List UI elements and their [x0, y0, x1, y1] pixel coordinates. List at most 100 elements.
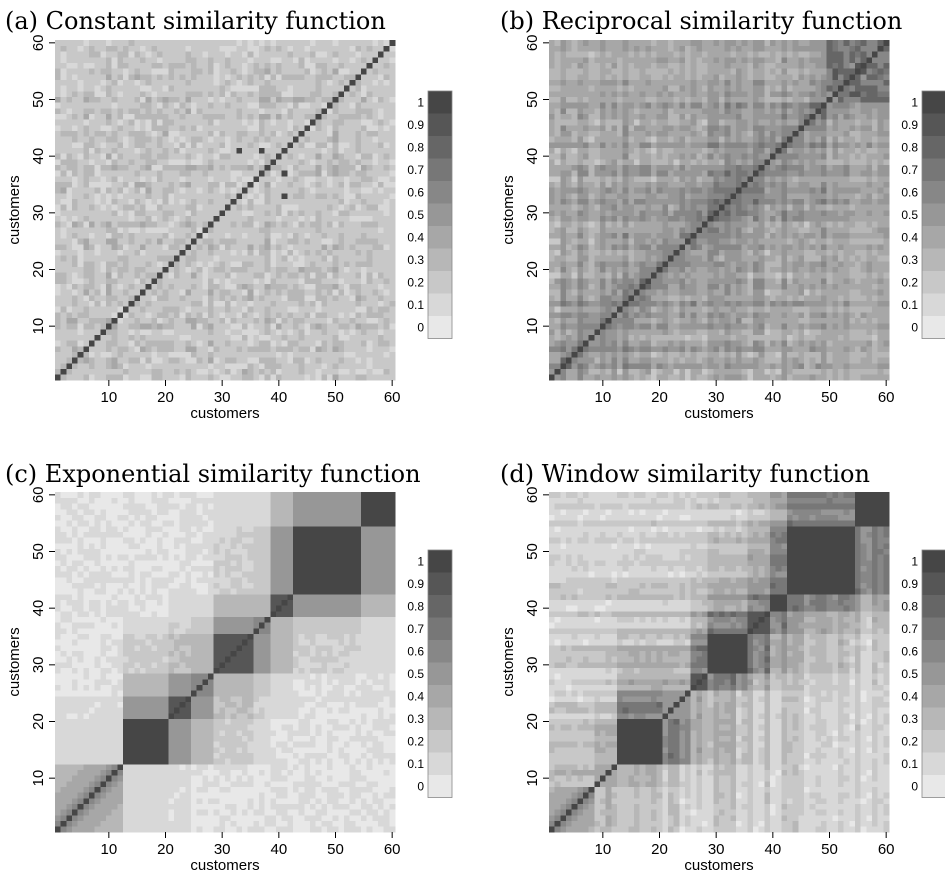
heatmap-cell [89, 159, 96, 166]
heatmap-cell [656, 300, 663, 307]
heatmap-cell [855, 334, 862, 341]
heatmap-cell [628, 374, 635, 381]
heatmap-cell [332, 181, 339, 188]
heatmap-cell [349, 357, 356, 364]
heatmap-cell [281, 79, 288, 86]
heatmap-cell [230, 198, 237, 205]
heatmap-cell [264, 289, 271, 296]
heatmap-cell [293, 164, 300, 171]
heatmap-cell [264, 159, 271, 166]
heatmap-cell [389, 159, 396, 166]
heatmap-cell [566, 261, 573, 268]
heatmap-cell [821, 368, 828, 375]
heatmap-cell [719, 363, 726, 370]
heatmap-cell [293, 51, 300, 58]
heatmap-cell [111, 108, 118, 115]
heatmap-cell [673, 340, 680, 347]
heatmap-cell [662, 317, 669, 324]
heatmap-cell [685, 351, 692, 358]
heatmap-cell [94, 227, 101, 234]
heatmap-cell [106, 255, 113, 262]
heatmap-cell [366, 136, 373, 143]
heatmap-cell [736, 306, 743, 313]
heatmap-cell [253, 85, 260, 92]
heatmap-cell [219, 317, 226, 324]
heatmap-cell [219, 295, 226, 302]
heatmap-cell [191, 289, 198, 296]
heatmap-cell [60, 329, 67, 336]
heatmap-cell [196, 147, 203, 154]
heatmap-cell [89, 204, 96, 211]
heatmap-cell [89, 283, 96, 290]
heatmap-cell [617, 368, 624, 375]
heatmap-cell [236, 96, 243, 103]
heatmap-cell [349, 346, 356, 353]
heatmap-cell [162, 130, 169, 137]
heatmap-cell [378, 130, 385, 137]
heatmap-cell [321, 289, 328, 296]
heatmap-cell [106, 62, 113, 69]
heatmap-cell [270, 170, 277, 177]
heatmap-cell [55, 363, 62, 370]
heatmap-cell [877, 368, 884, 375]
heatmap-cell [753, 289, 760, 296]
colorbar-tick-label: 0.3 [407, 253, 424, 267]
heatmap-cell [713, 278, 720, 285]
heatmap-cell [89, 266, 96, 273]
heatmap-cell [293, 210, 300, 217]
heatmap-cell [264, 85, 271, 92]
heatmap-cell [349, 102, 356, 109]
heatmap-cell [753, 300, 760, 307]
heatmap-cell [656, 351, 663, 358]
heatmap-cell [849, 306, 856, 313]
heatmap-cell [162, 147, 169, 154]
heatmap-cell [344, 181, 351, 188]
heatmap-cell [577, 323, 584, 330]
heatmap-cell [617, 351, 624, 358]
heatmap-cell [792, 351, 799, 358]
heatmap-cell [707, 368, 714, 375]
heatmap-cell [219, 255, 226, 262]
heatmap-cell [111, 136, 118, 143]
heatmap-cell [770, 329, 777, 336]
heatmap-cell [185, 368, 192, 375]
heatmap-cell [72, 204, 79, 211]
heatmap-cell [219, 289, 226, 296]
heatmap-cell [225, 181, 232, 188]
heatmap-cell [383, 221, 390, 228]
heatmap-cell [310, 210, 317, 217]
heatmap-cell [72, 187, 79, 194]
heatmap-cell [843, 368, 850, 375]
heatmap-cell [281, 119, 288, 126]
heatmap-cell [298, 91, 305, 98]
heatmap-cell [134, 119, 141, 126]
heatmap-cell [594, 363, 601, 370]
heatmap-cell [157, 153, 164, 160]
heatmap-cell [140, 142, 147, 149]
heatmap-cell [378, 159, 385, 166]
heatmap-cell [55, 108, 62, 115]
heatmap-cell [213, 221, 220, 228]
heatmap-cell [225, 193, 232, 200]
heatmap-cell [679, 295, 686, 302]
heatmap-cell [191, 130, 198, 137]
heatmap-cell [332, 363, 339, 370]
heatmap-cell [134, 91, 141, 98]
heatmap-cell [293, 96, 300, 103]
heatmap-cell [208, 204, 215, 211]
heatmap-cell [111, 278, 118, 285]
heatmap-cell [123, 283, 130, 290]
heatmap-cell [355, 170, 362, 177]
heatmap-cell [157, 85, 164, 92]
heatmap-cell [83, 130, 90, 137]
heatmap-cell [94, 74, 101, 81]
heatmap-cell [293, 147, 300, 154]
heatmap-cell [60, 306, 67, 313]
heatmap-cell [94, 232, 101, 239]
heatmap-cell [247, 323, 254, 330]
heatmap-cell [106, 153, 113, 160]
heatmap-cell [332, 232, 339, 239]
heatmap-cell [287, 261, 294, 268]
heatmap-cell [560, 272, 567, 279]
heatmap-cell [617, 249, 624, 256]
